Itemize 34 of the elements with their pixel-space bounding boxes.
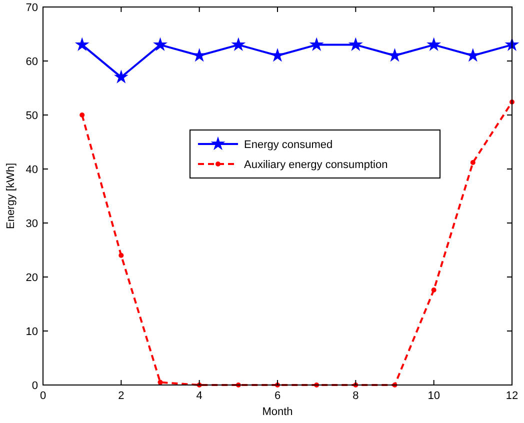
y-tick-label: 30: [26, 218, 38, 230]
point: [349, 38, 362, 50]
x-tick-label: 12: [506, 390, 518, 402]
x-tick-label: 2: [118, 390, 124, 402]
x-tick-label: 4: [196, 390, 202, 402]
y-tick-label: 70: [26, 2, 38, 14]
y-tick-label: 10: [26, 326, 38, 338]
point: [114, 70, 128, 83]
x-tick-label: 6: [274, 390, 281, 402]
y-tick-label: 20: [26, 272, 38, 284]
point: [470, 160, 476, 166]
y-axis-title: Energy [kWh]: [5, 162, 17, 230]
y-tick-label: 60: [26, 56, 38, 68]
point: [431, 287, 436, 292]
y-tick-label: 40: [26, 164, 38, 176]
legend-label: Auxiliary energy consumption: [244, 159, 388, 171]
point: [428, 38, 440, 50]
point: [310, 38, 323, 50]
point: [388, 49, 401, 61]
y-tick-label: 50: [26, 110, 38, 122]
point: [80, 112, 85, 118]
x-tick-label: 10: [428, 390, 440, 402]
point: [271, 49, 284, 61]
point: [118, 252, 124, 258]
point: [76, 38, 88, 50]
point: [466, 49, 480, 61]
point: [232, 38, 245, 50]
x-tick-label: 8: [352, 390, 359, 402]
legend-label: Energy consumed: [244, 139, 333, 151]
y-tick-label: 0: [32, 380, 38, 392]
point: [154, 38, 166, 50]
x-axis-title: Month: [262, 406, 293, 418]
x-tick-label: 0: [40, 390, 46, 402]
point: [193, 49, 206, 61]
